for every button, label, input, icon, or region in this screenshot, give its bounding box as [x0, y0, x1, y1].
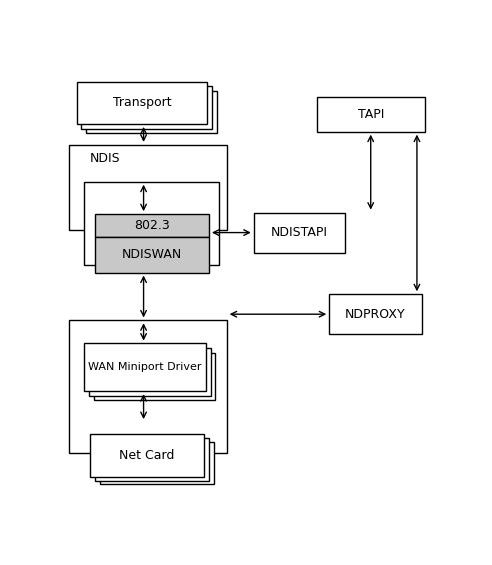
Bar [84, 344, 206, 391]
Bar [95, 438, 209, 480]
Text: Net Card: Net Card [119, 449, 174, 462]
Bar [95, 214, 209, 237]
Text: NDISTAPI: NDISTAPI [271, 226, 328, 239]
Text: TAPI: TAPI [358, 108, 384, 121]
Bar [100, 442, 215, 484]
Bar [254, 212, 344, 253]
Bar [317, 97, 425, 132]
Bar [69, 145, 227, 229]
Bar [81, 86, 212, 129]
Bar [329, 294, 422, 334]
Text: NDPROXY: NDPROXY [345, 308, 406, 321]
Text: WAN Miniport Driver: WAN Miniport Driver [89, 362, 202, 372]
Bar [77, 82, 208, 124]
Bar [93, 353, 215, 401]
Bar [90, 434, 204, 477]
Bar [69, 320, 227, 453]
Bar [86, 91, 217, 133]
Bar [95, 237, 209, 273]
Text: NDIS: NDIS [90, 152, 121, 165]
Bar [89, 348, 211, 396]
Text: 802.3: 802.3 [134, 219, 170, 232]
Text: NDISWAN: NDISWAN [122, 249, 182, 262]
Bar [84, 182, 219, 265]
Text: Transport: Transport [113, 97, 171, 110]
